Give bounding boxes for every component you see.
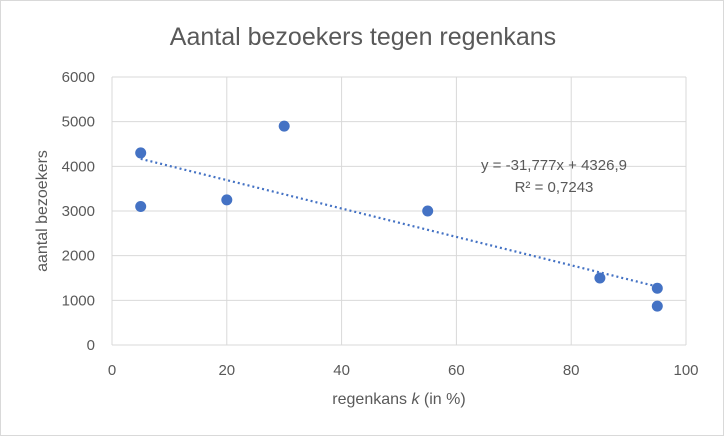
x-axis-label-variable: k [411, 391, 420, 408]
x-tick-label: 20 [218, 362, 235, 379]
trendline [140, 157, 658, 288]
data-point [221, 194, 233, 206]
x-axis-label: regenkans k (in %) [332, 391, 465, 408]
x-tick-label: 60 [448, 362, 465, 379]
data-point [135, 147, 147, 159]
y-tick-label: 3000 [62, 203, 95, 220]
y-tick-labels: 0 1000 2000 3000 4000 5000 6000 [62, 69, 95, 354]
y-tick-label: 1000 [62, 292, 95, 309]
chart-title: Aantal bezoekers tegen regenkans [170, 23, 556, 51]
x-axis-label-main: regenkans [332, 391, 411, 408]
data-point [422, 205, 434, 217]
r-squared-label: R² = 0,7243 [515, 179, 594, 196]
data-point [135, 201, 147, 213]
data-points [135, 120, 663, 312]
x-axis-label-unit: (in %) [419, 391, 465, 408]
y-tick-label: 5000 [62, 114, 95, 131]
data-point [594, 272, 606, 284]
y-tick-label: 2000 [62, 248, 95, 265]
data-point [651, 300, 663, 312]
x-tick-label: 80 [563, 362, 580, 379]
data-point [651, 282, 663, 294]
y-tick-label: 0 [87, 337, 95, 354]
trendline-equation: y = -31,777x + 4326,9 [481, 157, 627, 174]
data-point [278, 120, 290, 132]
x-tick-label: 100 [673, 362, 698, 379]
x-tick-label: 0 [108, 362, 116, 379]
y-tick-label: 4000 [62, 158, 95, 175]
y-tick-label: 6000 [62, 69, 95, 86]
x-tick-labels: 0 20 40 60 80 100 [108, 362, 699, 379]
gridlines [111, 76, 687, 346]
y-axis-label: aantal bezoekers [34, 150, 51, 272]
x-tick-label: 40 [333, 362, 350, 379]
